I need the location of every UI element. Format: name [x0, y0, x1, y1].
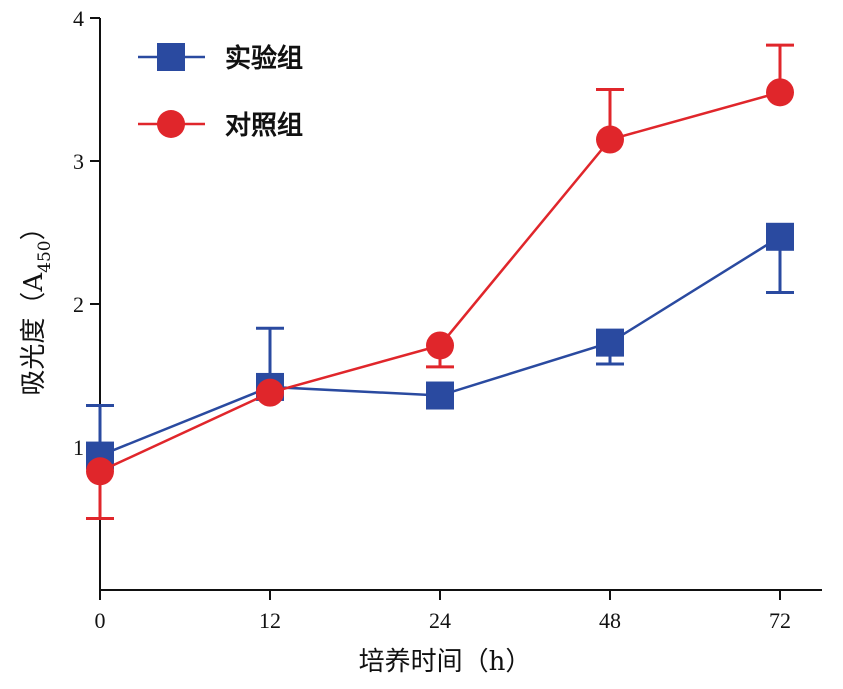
- legend-marker-circle: [157, 110, 185, 138]
- data-point-circle: [256, 378, 284, 407]
- data-point-circle: [86, 457, 114, 486]
- legend-label: 实验组: [225, 43, 303, 74]
- x-tick-label: 72: [769, 608, 791, 633]
- series-2: [86, 43, 794, 520]
- x-tick-label: 0: [95, 608, 106, 633]
- data-point-square: [426, 381, 454, 410]
- data-point-circle: [426, 331, 454, 360]
- y-axis-label: 吸光度（A450）: [19, 214, 55, 395]
- legend-marker-square: [157, 43, 185, 71]
- x-tick-label: 48: [599, 608, 621, 633]
- data-point-circle: [766, 78, 794, 107]
- data-point-square: [596, 328, 624, 357]
- x-tick-label: 24: [429, 608, 451, 633]
- y-tick-label: 2: [73, 292, 84, 317]
- y-tick-label: 3: [73, 149, 84, 174]
- y-tick-label: 1: [73, 435, 84, 460]
- x-axis-label: 培养时间（h）: [359, 647, 532, 677]
- legend-label: 对照组: [225, 110, 303, 141]
- y-tick-label: 4: [73, 6, 84, 31]
- data-point-square: [766, 222, 794, 251]
- x-tick-label: 12: [259, 608, 281, 633]
- data-point-circle: [596, 125, 624, 154]
